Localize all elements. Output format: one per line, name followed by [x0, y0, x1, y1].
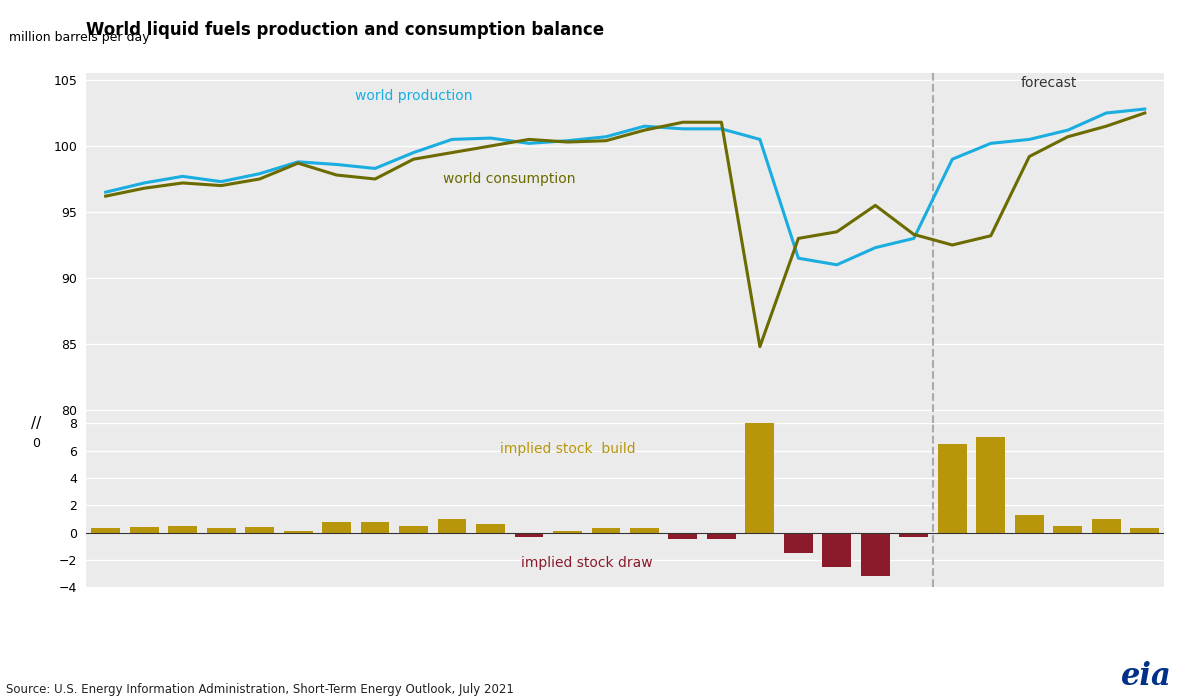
Bar	[707, 533, 736, 540]
Bar	[900, 533, 929, 537]
Bar	[245, 527, 274, 533]
Bar	[1015, 514, 1044, 533]
Bar	[515, 533, 544, 537]
Bar	[1130, 528, 1159, 533]
Bar	[438, 519, 467, 533]
Text: Source: U.S. Energy Information Administration, Short-Term Energy Outlook, July : Source: U.S. Energy Information Administ…	[6, 682, 514, 696]
Text: 2016: 2016	[146, 462, 180, 475]
Text: world consumption: world consumption	[444, 172, 576, 186]
Text: forecast: forecast	[1020, 75, 1076, 89]
Text: World liquid fuels production and consumption balance: World liquid fuels production and consum…	[86, 20, 605, 38]
Text: 2022: 2022	[1070, 462, 1104, 475]
Text: 2018: 2018	[455, 462, 488, 475]
Bar	[283, 531, 312, 533]
Bar	[168, 526, 197, 533]
Bar	[668, 533, 697, 540]
Text: implied stock draw: implied stock draw	[521, 556, 653, 570]
Bar	[1092, 519, 1121, 533]
Bar	[91, 528, 120, 533]
Text: 0: 0	[32, 437, 41, 450]
Bar	[822, 533, 851, 567]
Bar	[553, 531, 582, 533]
Bar	[130, 527, 158, 533]
Text: world production: world production	[355, 89, 473, 103]
Text: //: //	[31, 416, 42, 431]
Bar	[592, 528, 620, 533]
Bar	[322, 521, 350, 533]
Text: 2017: 2017	[300, 462, 335, 475]
Text: eia: eia	[1121, 661, 1171, 692]
Text: 2021: 2021	[916, 462, 950, 475]
Bar	[1054, 526, 1082, 533]
Bar	[400, 526, 428, 533]
Bar	[206, 528, 235, 533]
Text: implied stock  build: implied stock build	[499, 442, 635, 456]
Bar	[745, 318, 774, 533]
Bar	[361, 521, 390, 533]
Bar	[784, 533, 812, 553]
Bar	[630, 528, 659, 533]
Text: million barrels per day: million barrels per day	[8, 31, 150, 43]
Bar	[860, 533, 889, 576]
Bar	[977, 437, 1006, 533]
Bar	[476, 524, 505, 533]
Bar	[938, 444, 967, 533]
Text: 2020: 2020	[762, 462, 796, 475]
Text: 2019: 2019	[608, 462, 642, 475]
